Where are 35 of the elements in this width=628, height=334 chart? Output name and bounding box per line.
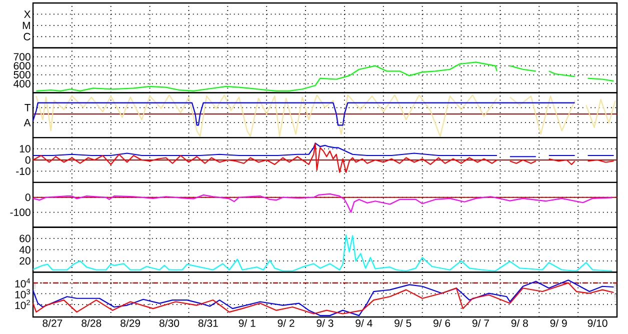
x-tick-label: 9/ 5 bbox=[394, 319, 412, 327]
text: X bbox=[24, 10, 31, 18]
x-tick-label: 8/31 bbox=[198, 319, 218, 327]
y-tick-label: 60 bbox=[20, 234, 30, 242]
y-tick-label: -10 bbox=[16, 167, 30, 175]
y-tick-label: 40 bbox=[19, 246, 30, 254]
x-tick-label: 8/30 bbox=[160, 319, 180, 327]
y-tick-label: 10$^{3}$ bbox=[15, 289, 30, 298]
y-tick-label: 10 bbox=[20, 145, 30, 152]
x-tick-label: 9/ 6 bbox=[434, 319, 450, 327]
y-tick-label: 500 bbox=[14, 71, 30, 78]
x-tick-label: 9/ 8 bbox=[511, 319, 528, 327]
y-tick-label: 10$^{4}$ bbox=[15, 278, 30, 288]
y-tick-label: 10$^{2}$ bbox=[15, 300, 30, 310]
x-tick-label: 9/ 1 bbox=[238, 319, 256, 327]
text: M bbox=[22, 22, 30, 30]
x-tick-label: 8/28 bbox=[82, 319, 102, 327]
y-tick-label: -100 bbox=[10, 208, 30, 216]
x-tick-label: 9/ 2 bbox=[278, 319, 294, 327]
x-tick-label: 9/ 3 bbox=[316, 319, 334, 327]
text: C bbox=[24, 32, 30, 40]
y-tick-label: 700 bbox=[14, 53, 30, 61]
y-tick-label: 600 bbox=[14, 62, 30, 70]
y-tick-label: 20 bbox=[20, 257, 30, 265]
x-tick-label: 9/ 9 bbox=[550, 319, 567, 327]
y-tick-label: 0 bbox=[25, 156, 30, 164]
x-tick-label: 9/10 bbox=[588, 319, 608, 327]
text: T bbox=[24, 104, 31, 112]
x-tick-label: 8/29 bbox=[120, 319, 140, 327]
y-tick-label: 0 bbox=[25, 194, 30, 202]
x-tick-label: 9/ 4 bbox=[356, 319, 372, 327]
text: A bbox=[24, 119, 31, 126]
x-tick-label: 9/ 7 bbox=[472, 319, 489, 327]
x-tick-label: 8/27 bbox=[42, 319, 62, 327]
y-tick-label: 400 bbox=[14, 80, 30, 88]
